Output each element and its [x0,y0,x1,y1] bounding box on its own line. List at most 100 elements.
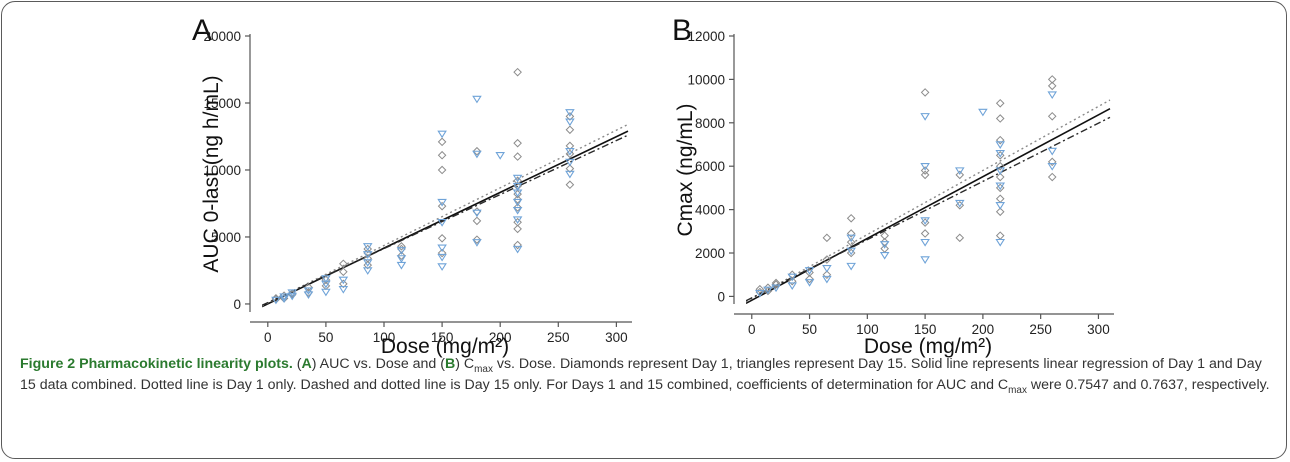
diamond-point [920,218,930,227]
diamond-series [271,67,575,304]
diamond-point [437,248,447,258]
regression-lines [746,99,1111,305]
y-tick-label: 2000 [695,246,725,261]
y-tick-label: 15000 [203,96,241,111]
diamond-point [805,274,814,284]
triangle-point [362,267,373,275]
y-axis-title: Cmax (ng/mL) [674,103,697,236]
diamond-point [822,233,832,243]
triangle-point [437,130,447,139]
triangle-series [755,91,1058,298]
triangle-point [472,95,482,104]
caption-text-3: vs. Dose. Diamonds represent Day 1, tria… [20,356,1262,393]
diamond-point [955,200,965,210]
diamond-point [472,216,482,226]
triangle-point [879,251,890,260]
diamond-point [339,259,348,269]
diamond-point [513,217,522,227]
triangle-point [472,209,482,218]
triangle-point [822,264,832,273]
diamond-point [565,112,575,121]
triangle-point [995,238,1006,247]
figure-caption: Figure 2 Pharmacokinetic linearity plots… [20,356,1270,396]
triangle-point [279,293,289,302]
triangle-point [512,182,523,191]
regression-line-dashdot [746,116,1111,302]
diamond-point [513,67,522,77]
triangle-point [1047,147,1058,156]
diamond-point [363,244,373,254]
diamond-point [846,237,856,247]
triangle-point [920,113,930,121]
triangle-point [338,286,349,294]
regression-line-dotted [262,123,629,307]
diamond-point [513,240,522,250]
x-tick-label: 300 [605,330,628,345]
triangle-point [920,217,930,225]
triangle-point [512,174,523,183]
triangle-point [396,261,407,270]
triangle-point [995,149,1006,158]
regression-line-dotted [746,99,1111,303]
x-tick-label: 200 [489,330,512,345]
diamond-point [397,251,406,261]
triangle-point [512,198,523,207]
diamond-point [771,278,781,288]
diamond-point [472,235,482,244]
cmax-scatter-plot: B 0 2000 4000 6000 8000 10000 12000 0 50 100 150 200… [672,14,1114,358]
triangle-point [287,292,298,301]
y-axis-title: AUC 0-last (ng h/mL) [200,75,223,272]
y-tick-label: 5000 [211,230,241,245]
triangle-point [279,295,289,304]
diamond-point [995,114,1005,123]
diamond-point [995,98,1005,108]
y-tick-label: 4000 [695,203,725,218]
triangle-point [804,279,815,287]
triangle-point [787,282,798,291]
triangle-point [362,259,373,267]
triangle-point [995,141,1006,149]
triangle-point [1047,91,1058,100]
diamond-point [955,233,965,243]
diamond-point [437,165,447,175]
x-axis-title: Dose (mg/m²) [864,335,992,358]
triangle-point [755,289,765,298]
triangle-point [846,234,856,243]
triangle-point [512,206,523,215]
diamond-point [513,195,522,204]
regression-line-solid [746,107,1111,305]
caption-text-2: ) C [455,356,475,372]
triangle-point [437,244,447,253]
triangle-point [437,219,447,227]
y-tick-label: 6000 [695,159,725,174]
diamond-point [437,234,447,243]
diamond-point [304,282,313,292]
triangle-point [362,251,373,259]
diamond-point [472,146,482,156]
diamond-point [995,135,1005,145]
x-tick-label: 200 [972,322,995,337]
triangle-point [995,202,1006,210]
triangle-point [771,284,781,293]
diamond-point [920,88,930,97]
diamond-point [565,180,575,190]
triangle-point [565,148,575,156]
diamond-point [787,276,797,286]
triangle-point [822,275,832,284]
caption-sub-max-1: max [474,363,493,375]
diamond-point [363,254,373,263]
diamond-series [755,75,1057,297]
auc-scatter-plot: A 0 5000 10000 15000 20000 0 50 100 150 200 250 300 D… [192,14,632,358]
y-tick-label: 0 [233,297,241,312]
x-tick-label: 0 [748,322,756,337]
triangle-point [995,167,1006,176]
diamond-point [995,161,1005,171]
x-tick-label: 150 [431,330,454,345]
diamond-point [513,203,522,212]
triangle-point [396,247,407,255]
diamond-point [763,283,773,293]
triangle-point [920,238,930,247]
diamond-point [995,172,1005,182]
diamond-point [513,176,522,186]
